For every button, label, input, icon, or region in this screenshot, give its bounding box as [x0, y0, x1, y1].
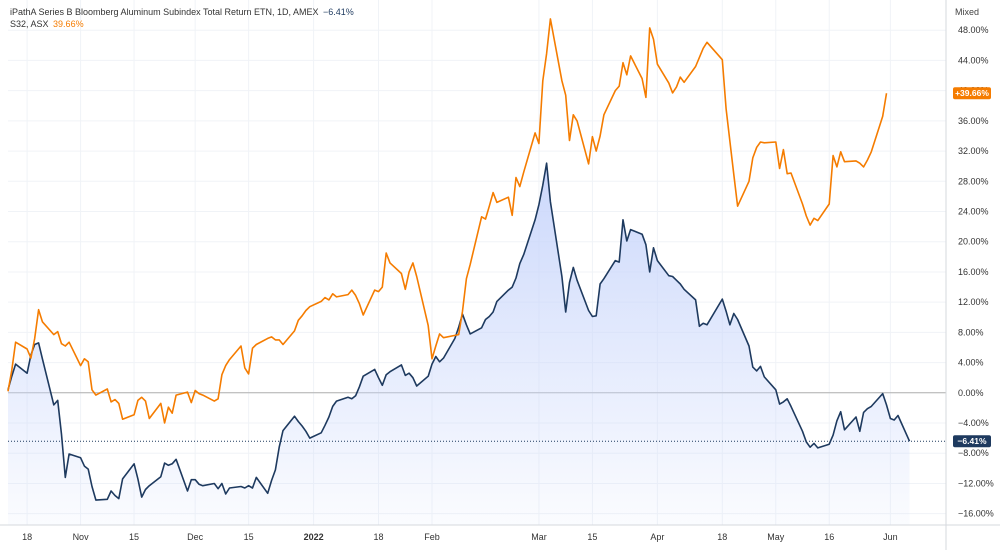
y-tick-label: 20.00% [958, 237, 989, 247]
y-tick-label: 8.00% [958, 327, 984, 337]
y-tick-label: 12.00% [958, 297, 989, 307]
y-tick-label: −4.00% [958, 418, 989, 428]
y-tick-label: 48.00% [958, 25, 989, 35]
series1-last-value-badge-bg [953, 435, 991, 448]
x-tick-label: 15 [244, 532, 254, 542]
x-tick-label: Nov [73, 532, 90, 542]
series1-last-value-badge-text: −6.41% [957, 436, 987, 446]
series1-line[interactable] [7, 162, 911, 501]
y-tick-label: 36.00% [958, 116, 989, 126]
y-tick-label: 4.00% [958, 358, 984, 368]
legend-series1-value: −6.41% [323, 7, 354, 17]
x-tick-label: Mar [531, 532, 547, 542]
legend-series2[interactable]: S32, ASX 39.66% [10, 18, 354, 30]
legend: iPathA Series B Bloomberg Aluminum Subin… [10, 6, 354, 30]
legend-series2-value: 39.66% [53, 19, 84, 29]
y-tick-label: 28.00% [958, 176, 989, 186]
legend-series1-label: iPathA Series B Bloomberg Aluminum Subin… [10, 7, 319, 17]
y-tick-label: 24.00% [958, 207, 989, 217]
x-tick-label: May [767, 532, 785, 542]
series2-last-value-badge[interactable]: +39.66% [953, 87, 991, 100]
legend-series2-label: S32, ASX [10, 19, 49, 29]
series1-last-value-badge[interactable]: −6.41% [953, 435, 991, 448]
y-tick-label: −16.00% [958, 509, 994, 519]
scale-mode-label[interactable]: Mixed [955, 7, 980, 17]
x-tick-label: 16 [824, 532, 834, 542]
x-tick-label: Dec [187, 532, 204, 542]
series1-area [8, 163, 910, 525]
series2-last-value-badge-bg [953, 87, 991, 100]
x-tick-label: 18 [22, 532, 32, 542]
x-tick-label: 18 [374, 532, 384, 542]
legend-series1[interactable]: iPathA Series B Bloomberg Aluminum Subin… [10, 6, 354, 18]
x-tick-label: 15 [587, 532, 597, 542]
y-tick-label: 0.00% [958, 388, 984, 398]
x-tick-label: Jun [883, 532, 898, 542]
series2-last-value-badge-text: +39.66% [955, 88, 989, 98]
x-tick-label: 2022 [304, 532, 324, 542]
x-tick-label: 15 [129, 532, 139, 542]
y-tick-label: 32.00% [958, 146, 989, 156]
x-tick-label: Apr [650, 532, 664, 542]
x-tick-label: Feb [424, 532, 440, 542]
y-tick-label: −12.00% [958, 478, 994, 488]
x-tick-label: 18 [717, 532, 727, 542]
y-tick-label: 16.00% [958, 267, 989, 277]
y-tick-label: 44.00% [958, 55, 989, 65]
series2-line[interactable] [7, 18, 888, 424]
y-tick-label: −8.00% [958, 448, 989, 458]
x-tick-labels: 18 Nov 15 Dec 15 2022 18 Feb Mar 15 Apr 18 May 16 Jun [22, 532, 898, 542]
